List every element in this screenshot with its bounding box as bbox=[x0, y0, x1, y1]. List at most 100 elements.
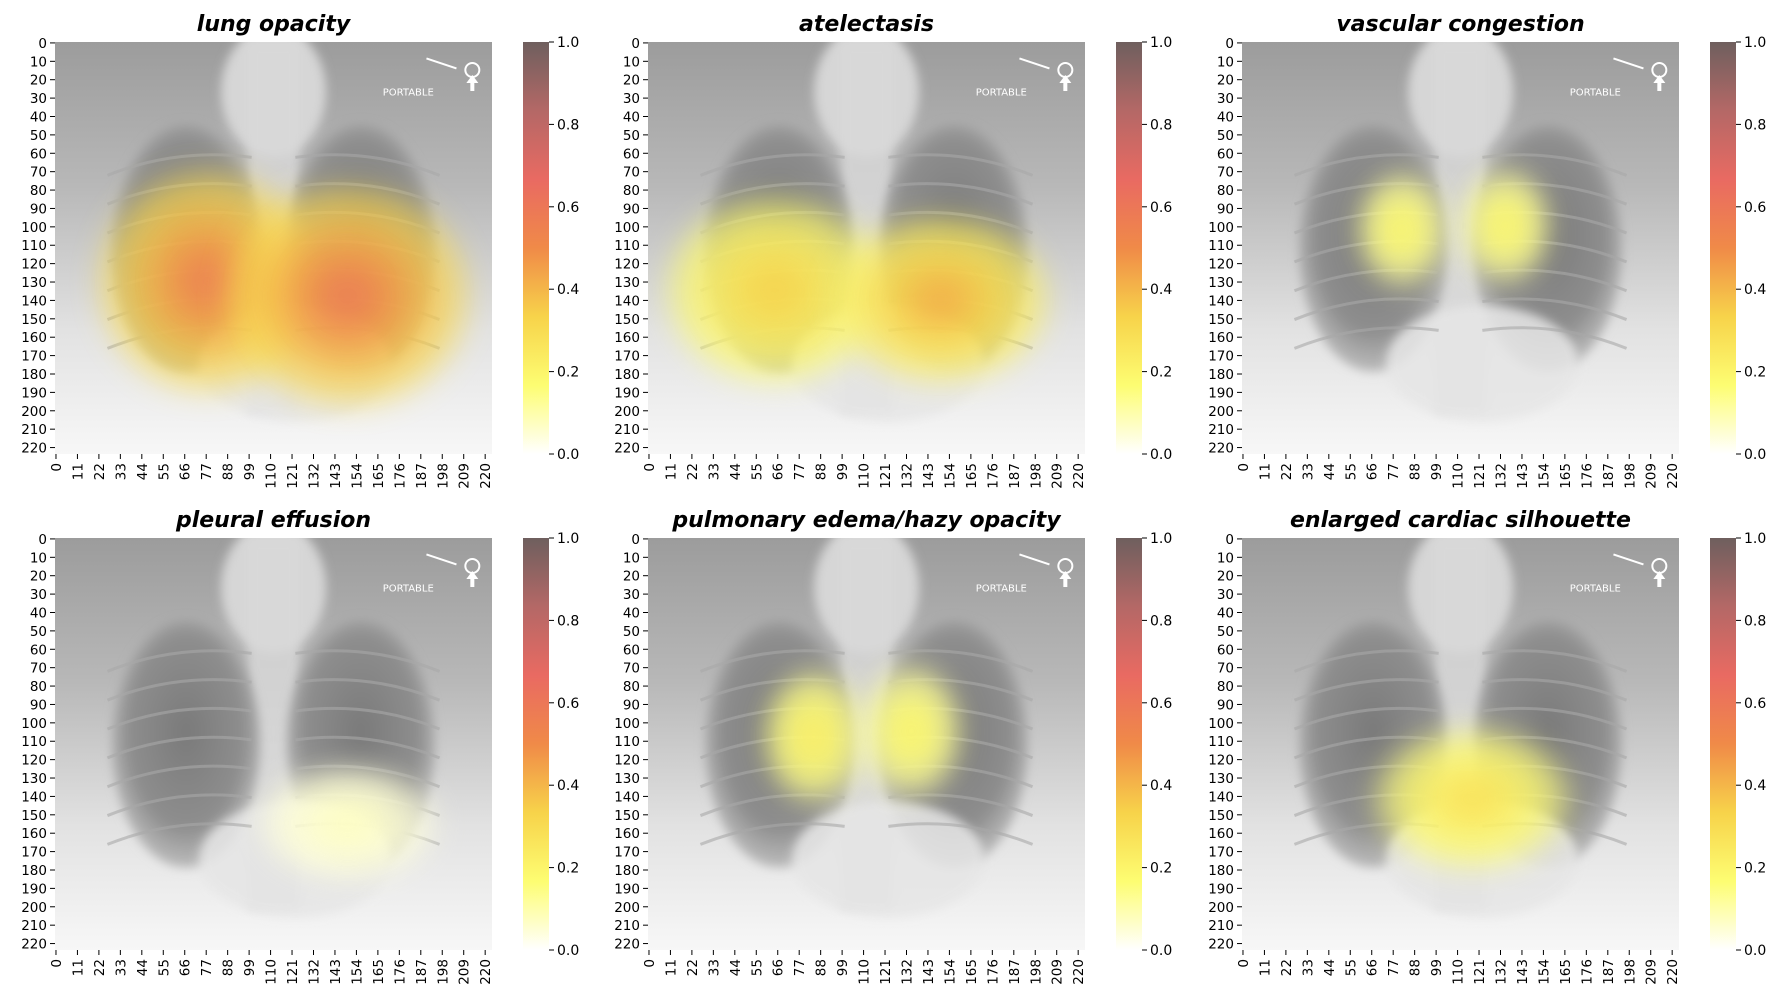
rib bbox=[295, 764, 441, 789]
y-tick-label: 20 bbox=[1217, 569, 1234, 585]
colorbar-tick-label: 0.6 bbox=[1744, 696, 1766, 712]
y-tick-label: 130 bbox=[614, 771, 640, 787]
y-tick-label: 210 bbox=[21, 422, 47, 438]
y-tick-label: 90 bbox=[1217, 697, 1234, 713]
y-tick-label: 110 bbox=[614, 734, 640, 750]
y-tick-label: 140 bbox=[614, 293, 640, 309]
x-tick-label: 198 bbox=[435, 959, 451, 985]
heatmap-panel-2: PORTABLE vascular congestion 0 10 20 30 40 50 60… bbox=[1208, 12, 1766, 489]
x-tick-label: 33 bbox=[1300, 463, 1316, 480]
colorbar-tick-label: 0.2 bbox=[557, 861, 579, 877]
heat-hotspot-0 bbox=[804, 723, 824, 750]
y-tick-label: 170 bbox=[21, 349, 47, 365]
x-tick-label: 209 bbox=[457, 463, 473, 489]
x-tick-label: 0 bbox=[1236, 463, 1252, 472]
x-tick-label: 55 bbox=[1343, 463, 1359, 480]
y-tick-label: 70 bbox=[623, 165, 640, 181]
rib bbox=[295, 153, 441, 177]
y-tick-label: 0 bbox=[631, 532, 640, 548]
circle-marker-icon bbox=[1057, 558, 1074, 575]
y-tick-label: 40 bbox=[1217, 605, 1234, 621]
colorbar-tick-label: 0.2 bbox=[557, 365, 579, 381]
rib bbox=[1293, 678, 1439, 702]
y-tick-label: 180 bbox=[21, 367, 47, 383]
y-tick-label: 80 bbox=[1217, 679, 1234, 695]
y-tick-label: 140 bbox=[21, 293, 47, 309]
y-tick-label: 150 bbox=[1208, 808, 1234, 824]
x-tick-label: 22 bbox=[1279, 463, 1295, 480]
x-tick-label: 88 bbox=[814, 463, 830, 480]
x-tick-label: 132 bbox=[306, 463, 322, 489]
portable-marker: PORTABLE bbox=[1570, 584, 1621, 595]
x-tick-label: 11 bbox=[663, 959, 679, 976]
y-tick-label: 70 bbox=[30, 661, 47, 677]
y-tick-label: 200 bbox=[21, 900, 47, 916]
colorbar-tick-label: 0.6 bbox=[1150, 200, 1172, 216]
rib bbox=[1482, 297, 1628, 321]
heatmap-panel-3: PORTABLE pleural effusion 0 10 20 30 40 50 60 70 8… bbox=[21, 508, 579, 985]
rib bbox=[106, 678, 252, 702]
colorbar bbox=[1710, 538, 1736, 950]
colorbar-tick-label: 0.2 bbox=[1744, 365, 1766, 381]
x-tick-label: 22 bbox=[685, 463, 701, 480]
heat-hotspot-1 bbox=[919, 282, 963, 317]
rib bbox=[699, 182, 845, 206]
y-tick-label: 100 bbox=[614, 716, 640, 732]
x-tick-label: 44 bbox=[1322, 959, 1338, 976]
x-tick-label: 121 bbox=[1472, 463, 1488, 489]
y-tick-label: 110 bbox=[21, 238, 47, 254]
y-tick-label: 220 bbox=[614, 937, 640, 953]
x-tick-label: 99 bbox=[835, 463, 851, 480]
y-tick-label: 90 bbox=[30, 201, 47, 217]
colorbar-tick-label: 0.0 bbox=[1150, 943, 1172, 959]
x-tick-label: 99 bbox=[242, 959, 258, 976]
x-tick-label: 44 bbox=[728, 959, 744, 976]
x-tick-label: 110 bbox=[1451, 463, 1467, 489]
x-tick-label: 143 bbox=[1515, 959, 1531, 985]
rib bbox=[106, 764, 252, 789]
rib bbox=[295, 182, 441, 206]
y-tick-label: 210 bbox=[1208, 422, 1234, 438]
y-tick-label: 160 bbox=[1208, 330, 1234, 346]
y-tick-label: 40 bbox=[1217, 109, 1234, 125]
y-tick-label: 20 bbox=[30, 569, 47, 585]
x-tick-label: 176 bbox=[985, 463, 1001, 489]
colorbar-tick-label: 0.2 bbox=[1150, 861, 1172, 877]
x-tick-label: 88 bbox=[1408, 463, 1424, 480]
y-tick-label: 60 bbox=[30, 146, 47, 162]
y-tick-label: 100 bbox=[1208, 220, 1234, 236]
y-tick-label: 120 bbox=[614, 257, 640, 273]
x-tick-label: 165 bbox=[964, 463, 980, 489]
arrow-up-icon bbox=[1653, 74, 1666, 91]
y-tick-label: 20 bbox=[623, 569, 640, 585]
x-tick-label: 77 bbox=[199, 463, 215, 480]
x-tick-label: 88 bbox=[221, 463, 237, 480]
x-tick-label: 165 bbox=[1558, 959, 1574, 985]
x-tick-label: 220 bbox=[478, 463, 494, 489]
y-tick-label: 190 bbox=[21, 881, 47, 897]
x-tick-label: 187 bbox=[414, 463, 430, 489]
x-tick-label: 154 bbox=[942, 959, 958, 985]
x-tick-label: 187 bbox=[1007, 959, 1023, 985]
rib bbox=[888, 793, 1034, 817]
xray-image: PORTABLE bbox=[1242, 538, 1679, 950]
y-tick-label: 40 bbox=[30, 605, 47, 621]
heat-hotspot-0 bbox=[185, 259, 229, 304]
x-tick-label: 66 bbox=[178, 959, 194, 976]
colorbar-tick-label: 0.4 bbox=[557, 778, 579, 794]
y-tick-label: 160 bbox=[614, 330, 640, 346]
y-tick-label: 70 bbox=[1217, 661, 1234, 677]
y-tick-label: 0 bbox=[38, 36, 47, 52]
rib bbox=[1482, 678, 1628, 702]
y-tick-label: 40 bbox=[623, 605, 640, 621]
colorbar-tick-label: 0.4 bbox=[1150, 282, 1172, 298]
arrow-up-icon bbox=[1059, 570, 1072, 587]
rib bbox=[888, 182, 1034, 206]
colorbar-tick-label: 1.0 bbox=[1744, 531, 1766, 547]
x-tick-label: 154 bbox=[1536, 463, 1552, 489]
x-tick-label: 33 bbox=[706, 463, 722, 480]
rib bbox=[1293, 297, 1439, 321]
heat-hotspot-0 bbox=[1393, 218, 1411, 241]
y-tick-label: 50 bbox=[1217, 128, 1234, 144]
x-tick-label: 143 bbox=[328, 959, 344, 985]
